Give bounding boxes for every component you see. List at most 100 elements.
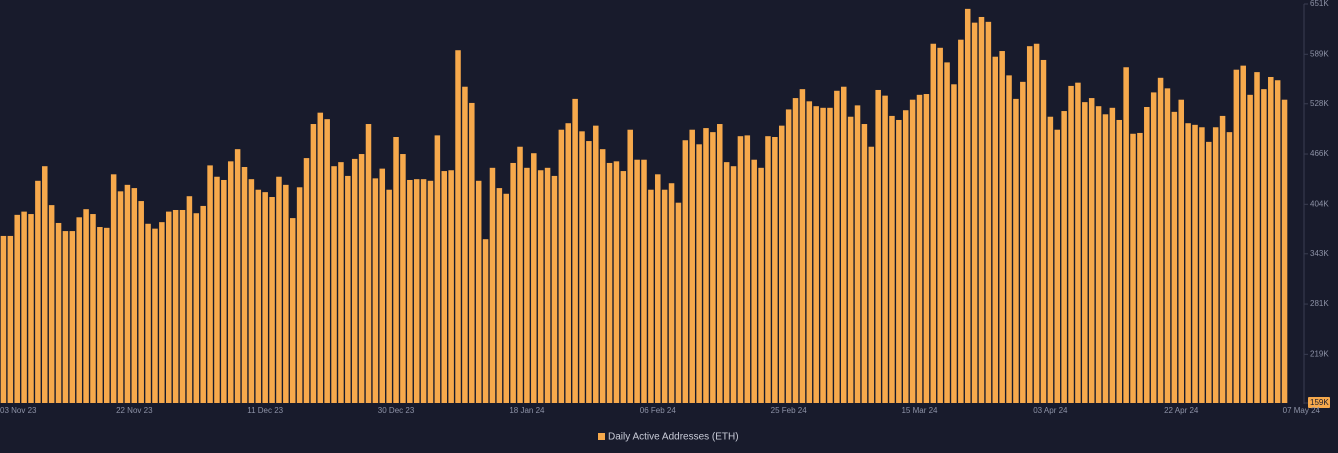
bar (42, 166, 48, 403)
bar (806, 101, 813, 403)
bar (0, 235, 7, 403)
bar (1254, 72, 1260, 403)
bar (1102, 114, 1109, 403)
bar (537, 170, 544, 403)
bar (331, 166, 337, 403)
bar (296, 187, 303, 403)
bar (882, 95, 888, 403)
bar (606, 162, 613, 403)
bar (834, 90, 840, 404)
bar (813, 106, 819, 404)
bar (1020, 81, 1026, 403)
bar (737, 136, 744, 403)
bar (234, 149, 241, 403)
y-tick-label: 281K (1310, 299, 1329, 308)
bar (179, 209, 186, 403)
bar (324, 119, 330, 403)
bar (923, 94, 930, 403)
bar (785, 109, 792, 404)
bar (496, 188, 503, 403)
bar (951, 84, 957, 403)
bar (1033, 43, 1040, 404)
bar (1095, 106, 1102, 404)
bar (868, 146, 875, 404)
bar (255, 189, 262, 403)
bar (916, 94, 923, 403)
bar (634, 159, 640, 403)
bar (186, 196, 193, 403)
bar (482, 239, 489, 403)
bar (372, 178, 379, 403)
bar (875, 89, 881, 404)
bar (896, 119, 902, 403)
y-tick-highlight (1308, 397, 1330, 408)
bar (455, 50, 461, 403)
bar (462, 86, 468, 403)
legend-label: Daily Active Addresses (ETH) (608, 432, 739, 443)
bar (675, 202, 682, 403)
bar (407, 179, 413, 403)
bar (682, 140, 689, 403)
bar (978, 16, 985, 403)
bar (909, 99, 916, 403)
bar (792, 98, 799, 403)
bar (1219, 115, 1226, 403)
bar (854, 105, 861, 403)
bar (648, 189, 654, 403)
bar (365, 124, 372, 404)
bar (772, 137, 778, 403)
bar (1075, 82, 1081, 403)
bar (117, 191, 124, 403)
bar (1171, 111, 1178, 404)
bar (565, 123, 571, 404)
bar (1088, 98, 1095, 403)
bar (214, 176, 220, 403)
bar (717, 124, 723, 404)
bar (434, 135, 441, 403)
bar (1109, 107, 1116, 404)
bar (1068, 85, 1074, 403)
bar (765, 136, 771, 403)
bar (413, 179, 420, 403)
bar (524, 167, 530, 403)
bar (393, 137, 399, 403)
bar (469, 102, 475, 403)
x-tick-label: 22 Nov 23 (116, 406, 153, 415)
x-tick-label: 30 Dec 23 (378, 406, 415, 415)
bar (531, 153, 537, 403)
bar (1212, 127, 1219, 403)
bar (172, 209, 179, 403)
bar (944, 62, 950, 403)
bar (655, 174, 661, 403)
bar (985, 21, 992, 404)
bar (69, 231, 76, 403)
bar (1206, 141, 1212, 404)
bar (613, 161, 620, 403)
bar (558, 129, 565, 403)
bar (193, 213, 200, 403)
bar (138, 201, 144, 403)
bar (48, 205, 55, 403)
bar (1040, 59, 1047, 404)
bar (930, 43, 937, 404)
x-tick-label: 03 Nov 23 (0, 406, 37, 415)
bar (420, 179, 427, 403)
bar (937, 47, 943, 403)
bar (751, 159, 757, 403)
bar (661, 189, 668, 403)
bar (847, 116, 854, 403)
bar (124, 184, 131, 403)
bar (1233, 69, 1240, 403)
bar (104, 227, 110, 403)
bar (572, 98, 578, 403)
bar (1261, 89, 1267, 403)
bar (1061, 111, 1067, 404)
x-tick-label: 07 May 24 (1283, 406, 1321, 415)
bar (1199, 127, 1205, 403)
bar (317, 112, 324, 404)
bar (799, 89, 806, 403)
bar (90, 214, 96, 403)
bar (241, 167, 248, 403)
